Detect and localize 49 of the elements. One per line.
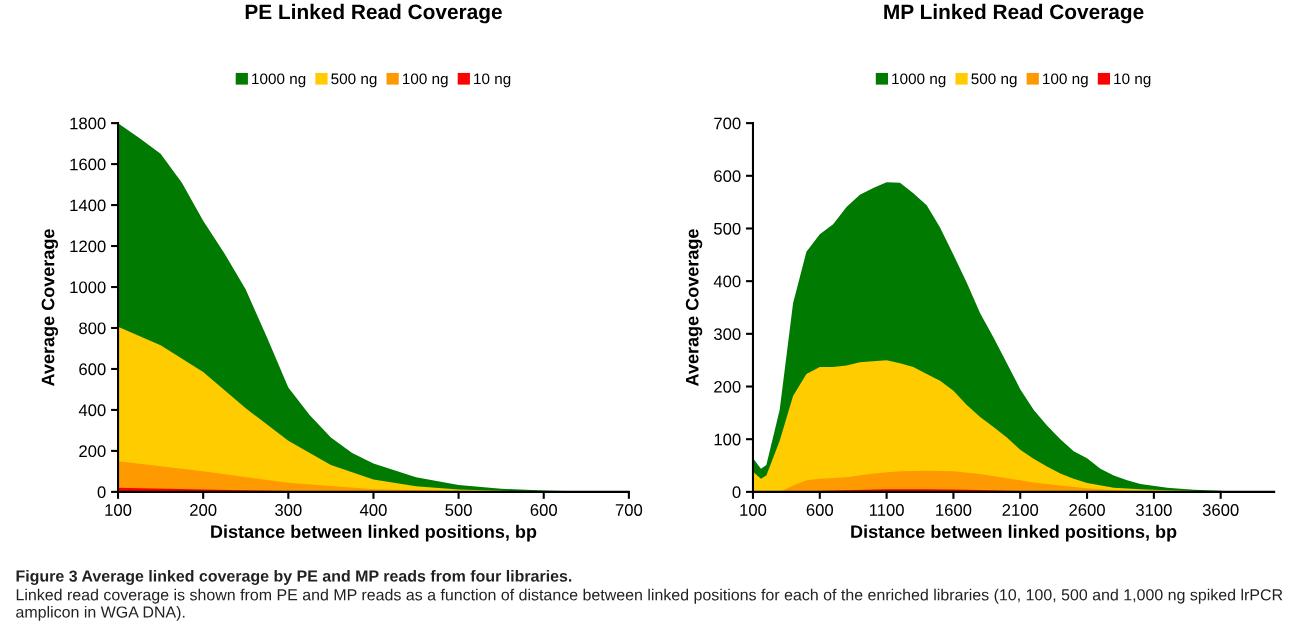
x-tick-label: 700 [615, 504, 643, 516]
x-tick-label: 600 [530, 504, 557, 516]
legend-label: 500 ng [971, 73, 1017, 88]
x-tick-label: 2600 [1069, 504, 1105, 516]
y-tick-label: 1200 [70, 240, 106, 253]
y-tick-label: 1000 [70, 281, 106, 294]
x-tick-label: 3600 [1202, 504, 1239, 516]
legend-label: 100 ng [402, 73, 448, 88]
y-tick-label: 0 [97, 486, 106, 499]
y-tick-label: 200 [79, 445, 106, 458]
y-tick-label: 1600 [70, 158, 106, 171]
x-tick-label: 400 [359, 504, 387, 516]
legend-label: 500 ng [331, 73, 377, 88]
y-tick-label: 0 [732, 486, 741, 499]
legend-label: 10 ng [1114, 73, 1151, 88]
y-tick-label: 600 [714, 170, 741, 183]
y-tick-label: 800 [79, 322, 106, 335]
y-tick-label: 100 [714, 433, 741, 446]
x-tick-label: 100 [105, 504, 132, 516]
y-tick-label: 600 [79, 363, 106, 376]
x-tick-label: 600 [806, 504, 834, 516]
legend-label: 10 ng [474, 73, 511, 88]
caption: Figure 3 Average linked coverage by PE and MP reads from four libraries. [16, 570, 572, 585]
x-tick-label: 100 [740, 504, 767, 516]
y-tick-label: 1400 [70, 199, 106, 212]
y-tick-label: 400 [78, 404, 106, 417]
x-tick-label: 1100 [869, 504, 904, 516]
x-tick-label: 300 [275, 504, 302, 516]
x-tick-label: 500 [445, 504, 472, 516]
y-tick-label: 300 [714, 328, 741, 341]
y-tick-label: 1800 [70, 117, 106, 130]
y-tick-label: 700 [714, 117, 741, 130]
legend-label: 1000 ng [892, 73, 946, 88]
chart-title: MP Linked Read Coverage [884, 3, 1144, 24]
y-axis-title: Average Coverage [41, 229, 59, 386]
x-tick-label: 1600 [936, 504, 972, 516]
legend-label: 100 ng [1043, 73, 1088, 88]
y-axis-title: Average Coverage [685, 229, 703, 386]
legend-label: 1000 ng [252, 73, 306, 88]
x-axis-title: Distance between linked positions, bp [851, 524, 1177, 542]
y-tick-label: 500 [714, 222, 741, 235]
x-tick-label: 2100 [1002, 504, 1039, 516]
y-tick-label: 200 [714, 380, 741, 393]
x-tick-label: 3100 [1135, 504, 1172, 516]
x-axis-title: Distance between linked positions, bp [211, 524, 537, 542]
text: Linked read coverage is shown from PE and MP reads as a function of distance between linked positions for each of the enriched libraries (10, 100, 500 and 1,000 ng spiked lrPCR amplicon in WGA DNA). [16, 588, 1283, 621]
chart-title: PE Linked Read Coverage [245, 3, 502, 24]
x-tick-label: 200 [190, 504, 217, 516]
y-tick-label: 400 [713, 275, 741, 288]
